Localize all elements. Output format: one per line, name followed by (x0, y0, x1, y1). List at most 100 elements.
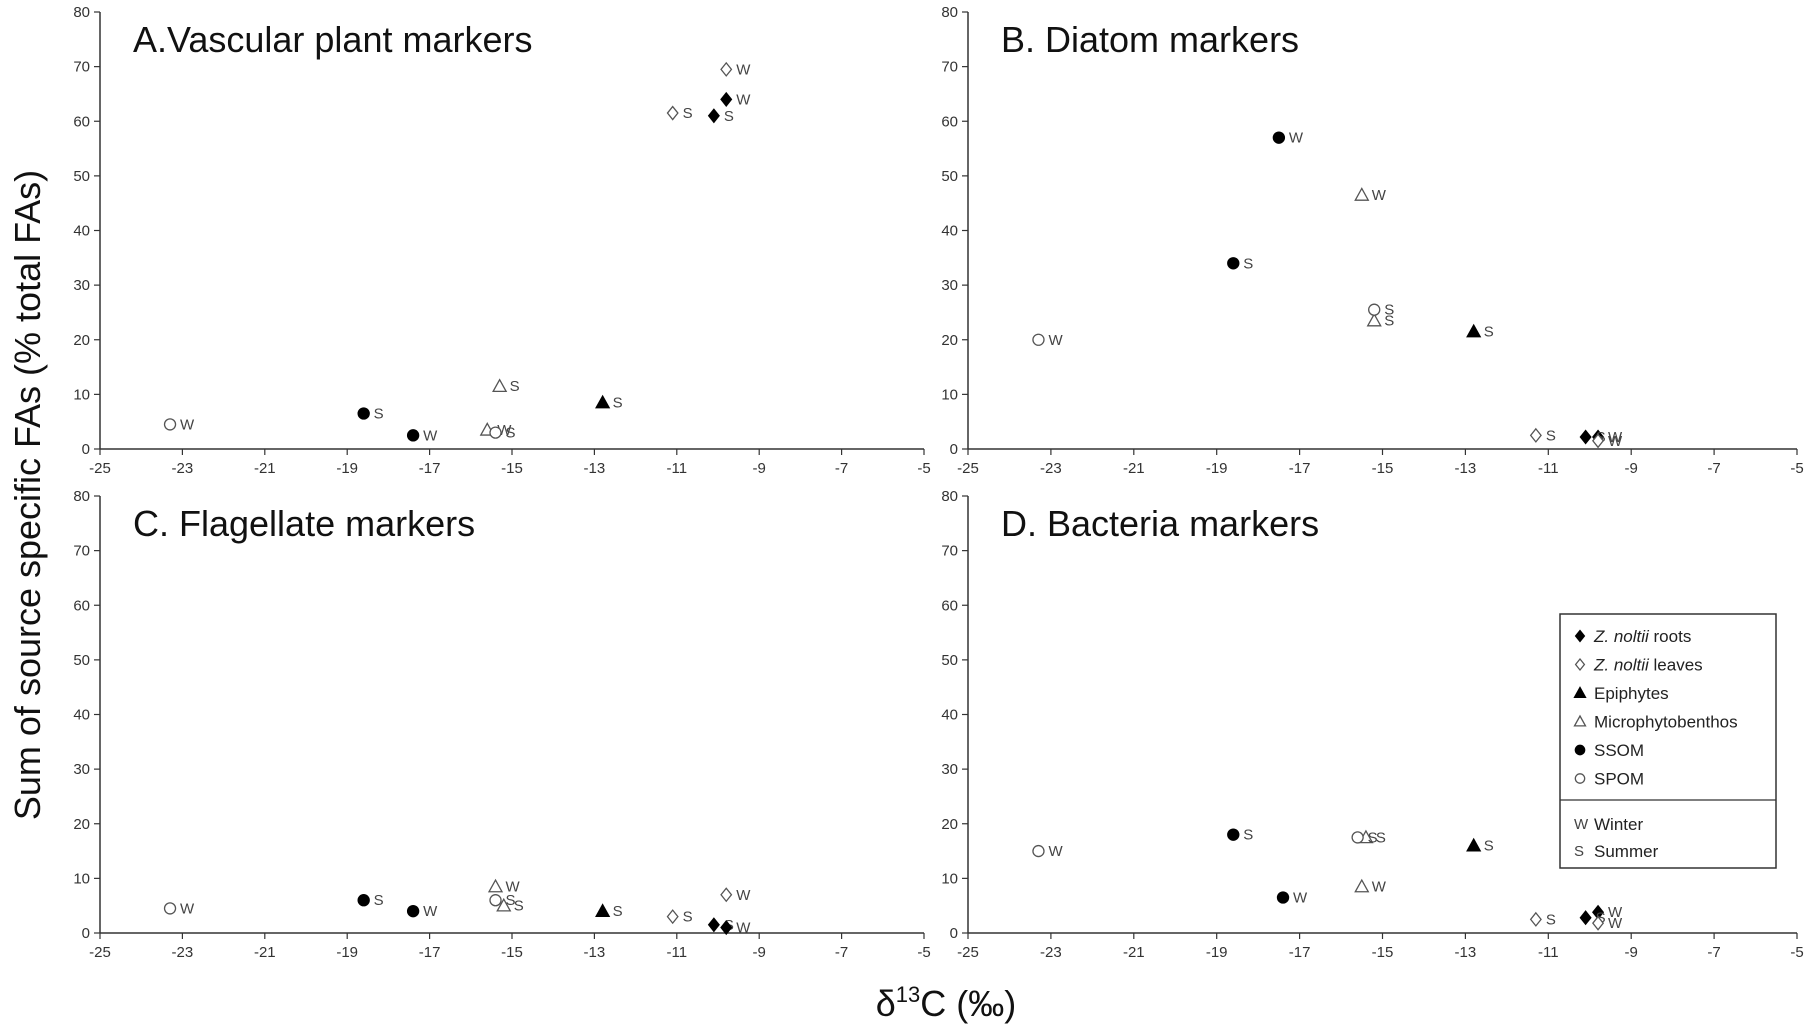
point-season-label: S (1384, 302, 1394, 319)
x-tick-label: -23 (172, 944, 194, 961)
point-season-label: W (180, 416, 195, 433)
y-tick-label: 40 (73, 223, 90, 240)
legend-marker (1573, 686, 1587, 699)
y-tick-label: 10 (941, 870, 958, 887)
x-tick-label: -9 (1625, 944, 1638, 961)
y-tick-label: 20 (941, 816, 958, 833)
legend-season: Summer (1594, 842, 1659, 861)
data-point (720, 91, 733, 107)
point-season-label: W (180, 900, 195, 917)
x-tick-label: -11 (1538, 944, 1559, 961)
x-tick-label: -5 (917, 460, 930, 477)
data-point (1579, 910, 1592, 926)
x-tick-label: -15 (501, 460, 523, 477)
point-season-label: S (506, 425, 516, 442)
legend-entry: SPOM (1594, 770, 1644, 789)
y-tick-label: 70 (941, 543, 958, 560)
x-tick-label: -17 (419, 944, 441, 961)
data-point (707, 108, 720, 124)
x-tick-label: -21 (1123, 944, 1145, 961)
point-season-label: W (736, 91, 751, 108)
data-point (1032, 333, 1045, 346)
x-tick-label: -17 (1289, 944, 1311, 961)
legend-entry: Z. noltii roots (1593, 627, 1691, 646)
x-tick-label: -17 (419, 460, 441, 477)
x-tick-label: -25 (89, 460, 111, 477)
panel-title: B. Diatom markers (1001, 19, 1299, 60)
data-point (496, 897, 512, 912)
x-tick-label: -9 (753, 944, 766, 961)
point-season-label: S (1384, 313, 1394, 330)
legend-marker (1574, 773, 1586, 784)
panel-title: D. Bacteria markers (1001, 503, 1319, 544)
data-point (1272, 131, 1286, 144)
x-tick-label: -7 (1707, 460, 1720, 477)
data-point (492, 378, 508, 393)
x-tick-label: -15 (1372, 460, 1394, 477)
point-season-label: W (1048, 332, 1063, 349)
point-season-label: S (1546, 427, 1556, 444)
point-season-label: W (423, 427, 438, 444)
data-point (487, 878, 504, 893)
y-tick-label: 30 (941, 761, 958, 778)
x-tick-label: -15 (1372, 944, 1394, 961)
point-season-label: S (1243, 827, 1253, 844)
y-tick-label: 70 (73, 543, 90, 560)
point-season-label: S (1546, 911, 1556, 928)
x-tick-label: -13 (584, 944, 606, 961)
data-point (666, 909, 679, 925)
data-point (1354, 878, 1370, 893)
data-point (406, 904, 420, 918)
x-tick-label: -23 (1040, 944, 1062, 961)
point-season-label: W (1372, 879, 1387, 896)
point-season-label: S (613, 903, 623, 920)
y-tick-label: 60 (941, 597, 958, 614)
x-tick-label: -5 (1790, 460, 1803, 477)
data-point (1032, 844, 1045, 858)
y-tick-label: 10 (73, 386, 90, 403)
y-tick-label: 40 (941, 223, 958, 240)
x-tick-label: -25 (957, 944, 979, 961)
data-point (1368, 303, 1381, 316)
legend-season: Winter (1594, 815, 1643, 834)
y-tick-label: 20 (73, 816, 90, 833)
point-season-label: W (1048, 843, 1063, 860)
x-axis-label: δ13C (‰) (876, 982, 1017, 1024)
x-tick-label: -13 (584, 460, 606, 477)
point-season-label: S (506, 892, 516, 909)
legend-entry: Epiphytes (1594, 684, 1669, 703)
data-point (489, 894, 502, 907)
x-tick-label: -13 (1455, 944, 1477, 961)
x-tick-label: -21 (254, 460, 276, 477)
legend-marker (1574, 629, 1586, 643)
point-season-label: W (1608, 433, 1623, 450)
point-season-label: W (736, 61, 751, 78)
point-season-label: W (736, 920, 751, 937)
x-tick-label: -25 (89, 944, 111, 961)
panels: 0 10 20 30 40 50 60 70 80 -25 -23 -21 -19 -17 -15 -13 -1… (73, 4, 1803, 961)
data-point (1227, 828, 1240, 841)
point-season-label: S (514, 898, 524, 915)
x-tick-label: -9 (1625, 460, 1638, 477)
legend-entry: Microphytobenthos (1594, 713, 1738, 732)
y-tick-label: 60 (941, 113, 958, 130)
data-point (1276, 891, 1290, 904)
point-season-label: W (506, 879, 521, 896)
point-season-label: S (1376, 829, 1386, 846)
x-tick-label: -11 (1538, 460, 1559, 477)
data-point (1227, 257, 1240, 270)
legend-marker (1574, 744, 1586, 756)
y-tick-label: 60 (73, 113, 90, 130)
data-point (1351, 831, 1364, 844)
x-axis-label-superscript: 13 (896, 982, 920, 1007)
data-point (357, 894, 370, 907)
x-tick-label: -21 (1123, 460, 1145, 477)
point-season-label: W (1293, 889, 1308, 906)
x-tick-label: -19 (1206, 460, 1228, 477)
x-tick-label: -5 (1790, 944, 1803, 961)
legend-season-code: S (1574, 843, 1584, 860)
x-tick-label: -7 (835, 460, 848, 477)
data-point (666, 105, 679, 121)
data-point (707, 917, 720, 933)
y-tick-label: 0 (950, 441, 958, 458)
